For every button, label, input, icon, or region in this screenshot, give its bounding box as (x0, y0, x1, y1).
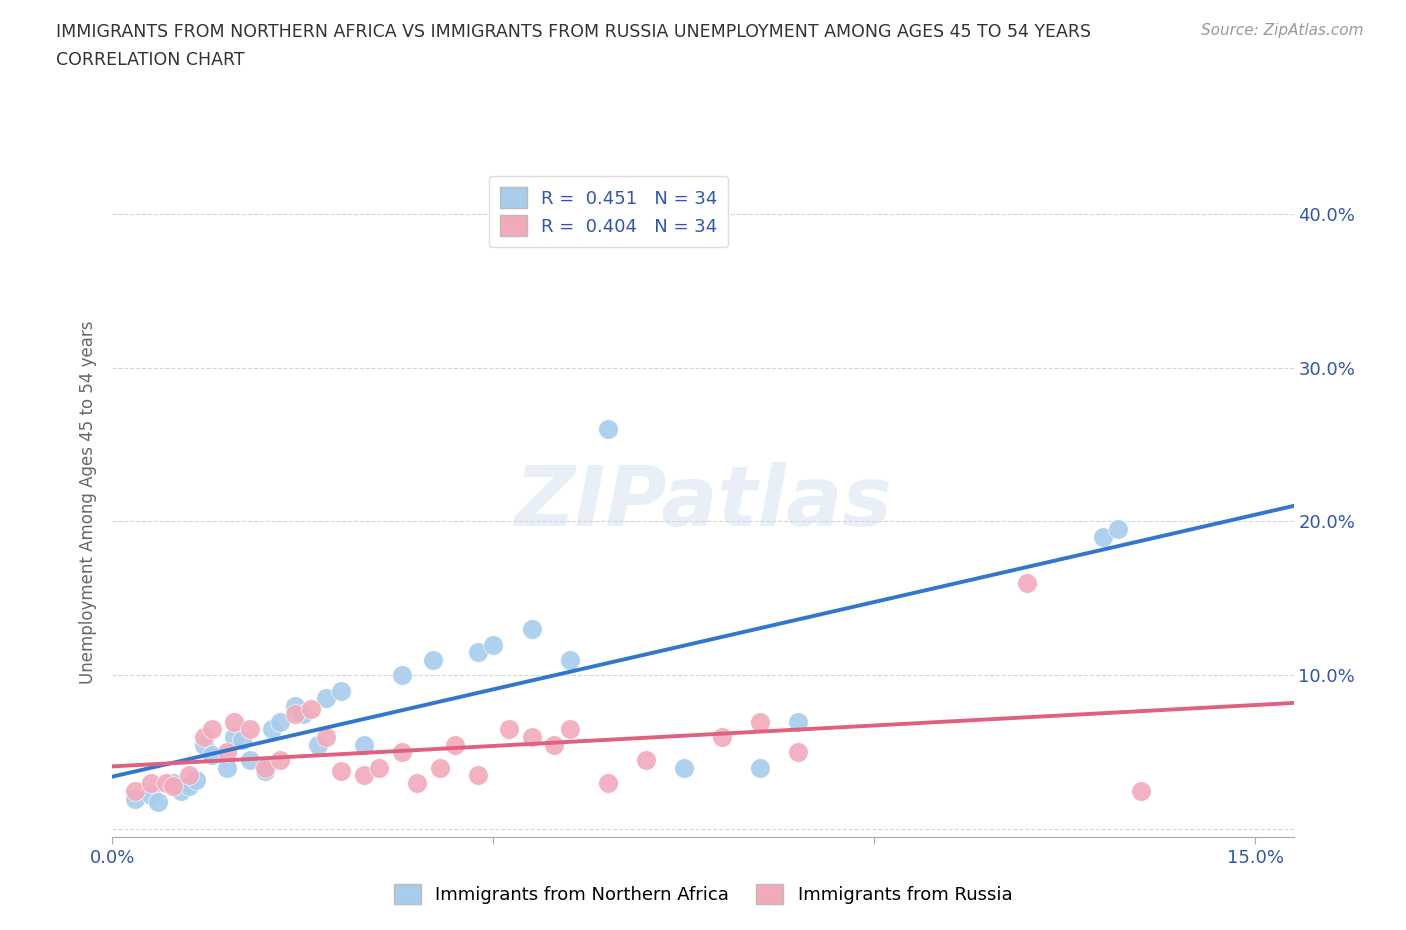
Point (422, 653, 444, 668)
Point (330, 764, 353, 778)
Point (315, 691, 337, 706)
Point (262, 722, 284, 737)
Point (467, 768, 489, 783)
Point (353, 768, 375, 783)
Point (330, 684, 353, 698)
Point (787, 714, 810, 729)
Point (162, 778, 184, 793)
Point (269, 752, 291, 767)
Point (215, 761, 238, 776)
Point (193, 729, 215, 744)
Point (391, 668, 413, 683)
Point (124, 791, 146, 806)
Text: IMMIGRANTS FROM NORTHERN AFRICA VS IMMIGRANTS FROM RUSSIA UNEMPLOYMENT AMONG AGE: IMMIGRANTS FROM NORTHERN AFRICA VS IMMIG… (56, 23, 1091, 41)
Point (284, 698, 307, 713)
Point (239, 722, 262, 737)
Legend: R =  0.451   N = 34, R =  0.404   N = 34: R = 0.451 N = 34, R = 0.404 N = 34 (489, 177, 728, 247)
Point (558, 722, 581, 737)
Point (215, 745, 238, 760)
Point (543, 737, 565, 752)
Point (353, 737, 375, 752)
Point (391, 745, 413, 760)
Point (162, 776, 184, 790)
Text: ZIPatlas: ZIPatlas (515, 461, 891, 543)
Point (596, 421, 619, 436)
Point (406, 776, 429, 790)
Point (193, 737, 215, 752)
Point (672, 761, 695, 776)
Point (224, 714, 246, 729)
Point (186, 773, 208, 788)
Point (1015, 576, 1038, 591)
Point (467, 644, 489, 659)
Point (1092, 529, 1115, 544)
Point (558, 653, 581, 668)
Point (482, 637, 505, 652)
Point (429, 761, 451, 776)
Point (520, 622, 543, 637)
Point (200, 748, 222, 763)
Point (139, 788, 162, 803)
Text: CORRELATION CHART: CORRELATION CHART (56, 51, 245, 69)
Point (284, 707, 307, 722)
Point (444, 737, 467, 752)
Point (498, 722, 520, 737)
Point (787, 745, 810, 760)
Point (148, 794, 170, 809)
Legend: Immigrants from Northern Africa, Immigrants from Russia: Immigrants from Northern Africa, Immigra… (387, 876, 1019, 911)
Point (634, 752, 657, 767)
Point (711, 729, 734, 744)
Point (124, 783, 146, 798)
Point (139, 776, 162, 790)
Point (253, 764, 276, 778)
Point (224, 729, 246, 744)
Point (269, 714, 291, 729)
Text: Source: ZipAtlas.com: Source: ZipAtlas.com (1201, 23, 1364, 38)
Point (239, 752, 262, 767)
Y-axis label: Unemployment Among Ages 45 to 54 years: Unemployment Among Ages 45 to 54 years (79, 321, 97, 684)
Point (368, 761, 391, 776)
Point (231, 733, 253, 748)
Point (520, 729, 543, 744)
Point (177, 778, 200, 793)
Point (177, 768, 200, 783)
Point (299, 702, 322, 717)
Point (307, 737, 329, 752)
Point (749, 761, 772, 776)
Point (749, 714, 772, 729)
Point (155, 776, 177, 790)
Point (1130, 783, 1153, 798)
Point (315, 729, 337, 744)
Point (170, 783, 193, 798)
Point (291, 707, 314, 722)
Point (200, 722, 222, 737)
Point (253, 761, 276, 776)
Point (596, 776, 619, 790)
Point (1107, 522, 1129, 537)
